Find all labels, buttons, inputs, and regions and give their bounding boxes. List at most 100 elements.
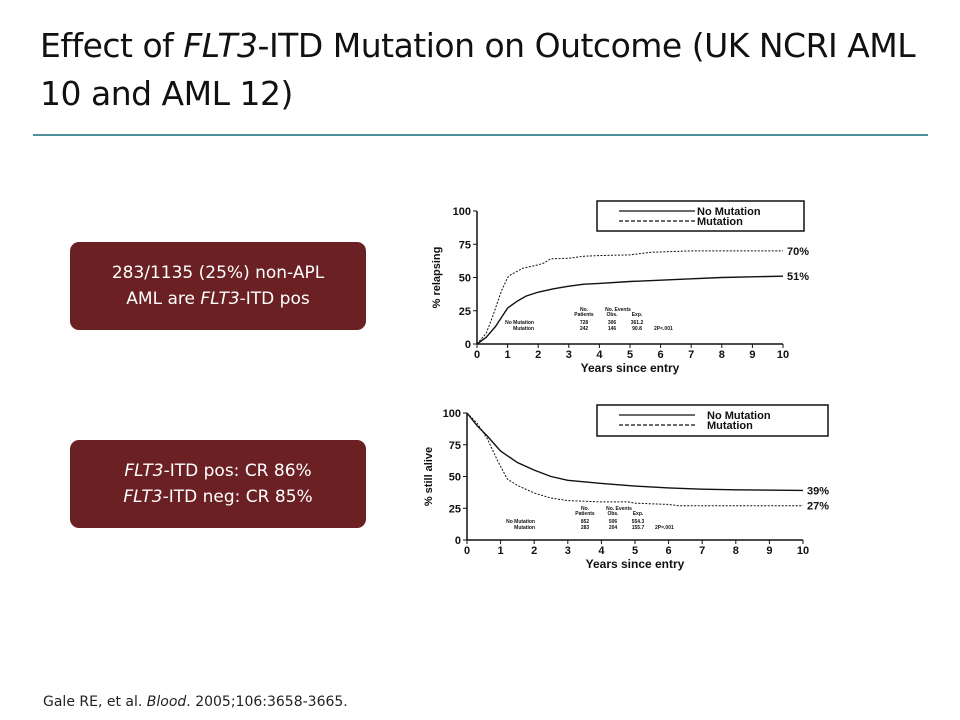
x-tick-label: 8 xyxy=(719,349,725,361)
table-header: Obs. xyxy=(607,511,619,517)
y-tick-label: 25 xyxy=(459,306,471,318)
table-cell: 242 xyxy=(580,326,589,332)
y-tick-label: 0 xyxy=(465,339,471,351)
x-tick-label: 10 xyxy=(777,349,789,361)
x-tick-label: 9 xyxy=(749,349,755,361)
table-cell: 728 xyxy=(580,320,589,326)
table-header: No. Events xyxy=(605,307,631,313)
table-cell: 306 xyxy=(608,320,617,326)
series-line-mutation xyxy=(476,250,783,345)
y-axis-label: % still alive xyxy=(423,447,435,506)
end-label: 51% xyxy=(787,271,809,283)
table-cell: 506 xyxy=(609,519,618,525)
table-cell: Mutation xyxy=(513,326,534,332)
gene: FLT3 xyxy=(124,461,164,481)
text: -ITD pos xyxy=(239,289,310,309)
table-header: No. Events xyxy=(606,506,632,512)
x-tick-label: 5 xyxy=(627,349,633,361)
x-tick-label: 0 xyxy=(464,545,470,557)
end-label: 70% xyxy=(787,246,809,258)
legend-label: Mutation xyxy=(707,420,753,432)
table-cell: No Mutation xyxy=(505,320,534,326)
p-value: 2P=.001 xyxy=(655,525,674,531)
text: . 2005;106:3658-3665. xyxy=(186,694,348,710)
x-tick-label: 4 xyxy=(596,349,603,361)
series-line-no-mutation xyxy=(476,275,784,345)
legend-label: No Mutation xyxy=(697,206,761,218)
series-line-no-mutation xyxy=(466,412,804,492)
y-tick-label: 75 xyxy=(459,239,471,251)
table-header: Patients xyxy=(575,511,595,517)
legend-box xyxy=(596,200,805,232)
y-tick-label: 50 xyxy=(459,273,471,285)
text: AML are xyxy=(126,289,201,309)
x-axis-label: Years since entry xyxy=(586,557,685,571)
callout-line: 283/1135 (25%) non-APL xyxy=(111,263,325,283)
x-tick-label: 10 xyxy=(797,545,809,557)
citation: Gale RE, et al. Blood. 2005;106:3658-366… xyxy=(43,694,348,710)
prevalence-callout: 283/1135 (25%) non-APL AML are FLT3-ITD … xyxy=(70,242,366,330)
title-text-rest: -ITD Mutation on Outcome (UK NCRI AML 10… xyxy=(40,26,916,113)
table-header: Exp. xyxy=(633,511,644,517)
table-cell: 852 xyxy=(581,519,590,525)
table-cell: 204 xyxy=(609,525,618,531)
y-tick-label: 0 xyxy=(455,535,461,547)
cr-rate-callout: FLT3-ITD pos: CR 86% FLT3-ITD neg: CR 85… xyxy=(70,440,366,528)
text: -ITD neg: CR 85% xyxy=(162,487,313,507)
legend-box xyxy=(596,404,829,437)
x-tick-label: 3 xyxy=(566,349,572,361)
x-tick-label: 1 xyxy=(505,349,511,361)
x-tick-label: 6 xyxy=(658,349,664,361)
x-tick-label: 9 xyxy=(766,545,772,557)
legend-label: No Mutation xyxy=(707,410,771,422)
table-cell: 554.3 xyxy=(632,519,645,525)
table-header: No. xyxy=(580,307,589,313)
y-axis-label: % relapsing xyxy=(431,247,443,309)
gene: FLT3 xyxy=(123,487,163,507)
x-tick-label: 3 xyxy=(565,545,571,557)
legend-label: Mutation xyxy=(697,216,743,228)
y-tick-label: 25 xyxy=(449,503,461,515)
title-gene: FLT3 xyxy=(183,26,258,65)
callout-line: AML are FLT3-ITD pos xyxy=(126,286,309,312)
text: Gale RE, et al. xyxy=(43,694,147,710)
x-tick-label: 6 xyxy=(666,545,672,557)
x-tick-label: 1 xyxy=(498,545,504,557)
x-tick-label: 4 xyxy=(598,545,605,557)
x-tick-label: 2 xyxy=(535,349,541,361)
callout-line: FLT3-ITD neg: CR 85% xyxy=(123,484,312,510)
y-tick-label: 50 xyxy=(449,472,461,484)
title-text: Effect of xyxy=(40,26,184,65)
table-cell: Mutation xyxy=(514,525,535,531)
callout-line: FLT3-ITD pos: CR 86% xyxy=(124,458,311,484)
table-cell: 283 xyxy=(581,525,590,531)
text: -ITD pos: CR 86% xyxy=(163,461,312,481)
y-tick-label: 75 xyxy=(449,440,461,452)
table-cell: 90.8 xyxy=(632,326,642,332)
journal: Blood xyxy=(146,694,187,710)
x-tick-label: 7 xyxy=(688,349,694,361)
y-tick-label: 100 xyxy=(453,206,471,218)
x-tick-label: 5 xyxy=(632,545,638,557)
slide-title: Effect of FLT3-ITD Mutation on Outcome (… xyxy=(40,22,920,118)
x-tick-label: 2 xyxy=(531,545,537,557)
x-tick-label: 0 xyxy=(474,349,480,361)
end-label: 39% xyxy=(807,485,829,497)
gene: FLT3 xyxy=(200,289,240,309)
title-divider xyxy=(33,134,928,136)
table-cell: No Mutation xyxy=(506,519,535,525)
x-tick-label: 8 xyxy=(733,545,739,557)
table-header: Obs. xyxy=(606,312,618,318)
y-tick-label: 100 xyxy=(443,408,461,420)
x-axis-label: Years since entry xyxy=(581,361,680,375)
table-header: Patients xyxy=(574,312,594,318)
p-value: 2P<.001 xyxy=(654,326,673,332)
table-header: Exp. xyxy=(632,312,643,318)
table-header: No. xyxy=(581,506,590,512)
series-line-mutation xyxy=(466,412,803,507)
table-cell: 361.2 xyxy=(631,320,644,326)
x-tick-label: 7 xyxy=(699,545,705,557)
